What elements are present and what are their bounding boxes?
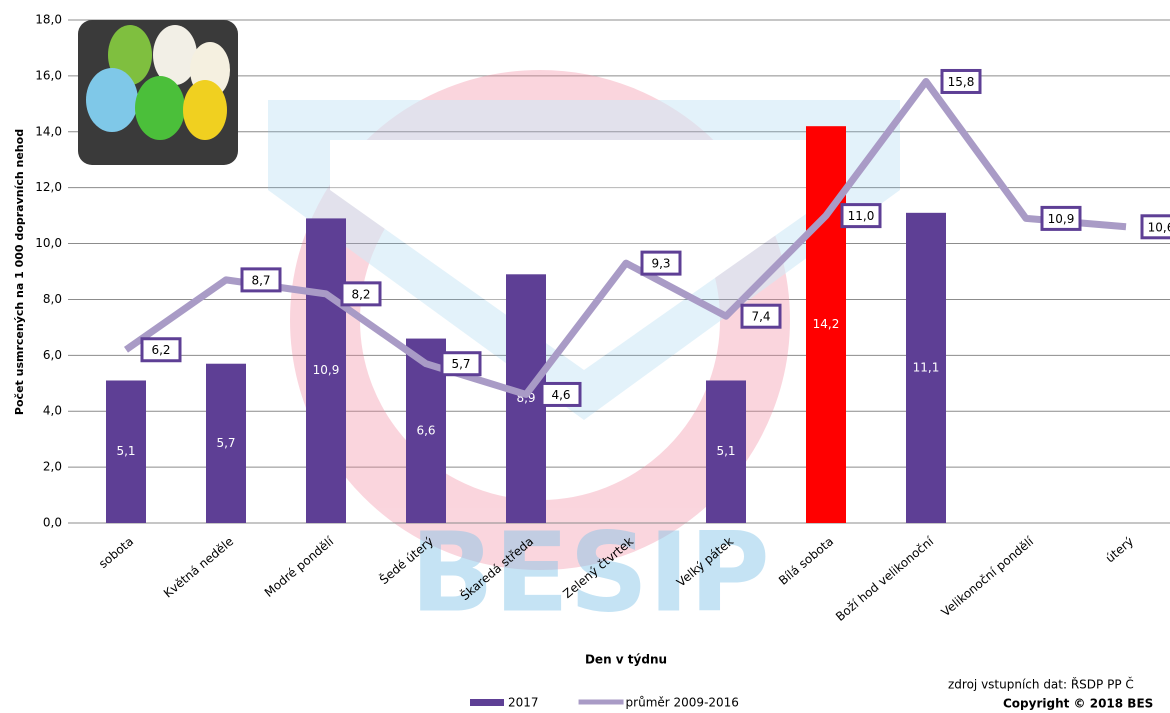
line-label-box <box>1040 205 1082 231</box>
legend-label: 2017 <box>508 696 539 710</box>
watermark-chevron <box>330 140 840 370</box>
x-tick-label: úterý <box>1103 534 1136 565</box>
bar-value-label: 6,6 <box>416 423 435 437</box>
y-tick-label: 0,0 <box>43 516 62 530</box>
x-tick-label: Velikonoční pondělí <box>939 534 1037 620</box>
line-label-box <box>840 203 882 229</box>
bar-value-label: 10,9 <box>313 363 340 377</box>
line <box>123 77 1127 398</box>
bar-value-label: 14,2 <box>813 317 840 331</box>
line-value-label: 5,7 <box>451 357 470 371</box>
x-tick-label: Bílá sobota <box>776 534 836 588</box>
line-value-label: 7,4 <box>751 310 770 324</box>
line-label-box <box>140 337 182 363</box>
line-label-box <box>940 68 982 94</box>
x-tick-label: Květná neděle <box>161 534 236 600</box>
bar <box>206 363 246 523</box>
grid <box>68 19 1170 524</box>
line-label-box <box>740 303 782 329</box>
bar-value-label: 11,1 <box>913 360 940 374</box>
line-label-box <box>340 281 382 307</box>
line-value-label: 10,6 <box>1148 220 1170 234</box>
bar <box>106 380 146 523</box>
line-label-box <box>1140 214 1170 240</box>
y-tick-label: 6,0 <box>43 348 62 362</box>
bar-value-label: 5,1 <box>116 444 135 458</box>
line-value-label: 8,7 <box>251 273 270 287</box>
watermark-text: BESIP <box>410 508 770 636</box>
line-value-label: 10,9 <box>1048 212 1075 226</box>
bar <box>906 212 946 524</box>
y-tick-label: 8,0 <box>43 292 62 306</box>
y-tick-label: 12,0 <box>35 180 62 194</box>
y-tick-label: 16,0 <box>35 68 62 82</box>
watermark-chevron <box>268 100 900 420</box>
bar <box>706 380 746 523</box>
y-tick-label: 2,0 <box>43 460 62 474</box>
line-value-label: 11,0 <box>848 209 875 223</box>
bar <box>306 218 346 523</box>
line-label-box <box>540 381 582 407</box>
y-axis-label: Počet usmrcených na 1 000 dopravních neh… <box>13 129 26 415</box>
line-value-label: 15,8 <box>948 75 975 89</box>
x-axis-label: Den v týdnu <box>585 653 667 667</box>
line-label-box <box>440 351 482 377</box>
line-label-box <box>640 250 682 276</box>
y-tick-label: 14,0 <box>35 124 62 138</box>
line-label-box <box>240 267 282 293</box>
legend-swatch <box>470 699 504 706</box>
x-tick-label: Modré pondělí <box>262 534 337 600</box>
y-tick-label: 18,0 <box>35 13 62 27</box>
x-tick-label: Boží hod velikonoční <box>833 534 937 624</box>
bar-value-label: 5,1 <box>716 444 735 458</box>
x-tick-label: sobota <box>96 534 136 571</box>
line-value-label: 6,2 <box>151 343 170 357</box>
copyright-note: Copyright © 2018 BES <box>1003 697 1153 711</box>
line-value-label: 9,3 <box>651 257 670 271</box>
line-value-label: 8,2 <box>351 287 370 301</box>
bar <box>506 274 546 523</box>
egg-photo <box>78 20 238 165</box>
bar-value-label: 5,7 <box>216 436 235 450</box>
legend-label: průměr 2009-2016 <box>626 696 739 710</box>
y-tick-label: 4,0 <box>43 404 62 418</box>
y-tick-label: 10,0 <box>35 236 62 250</box>
line-value-label: 4,6 <box>551 388 570 402</box>
source-note: zdroj vstupních dat: ŘSDP PP Č <box>948 677 1134 692</box>
